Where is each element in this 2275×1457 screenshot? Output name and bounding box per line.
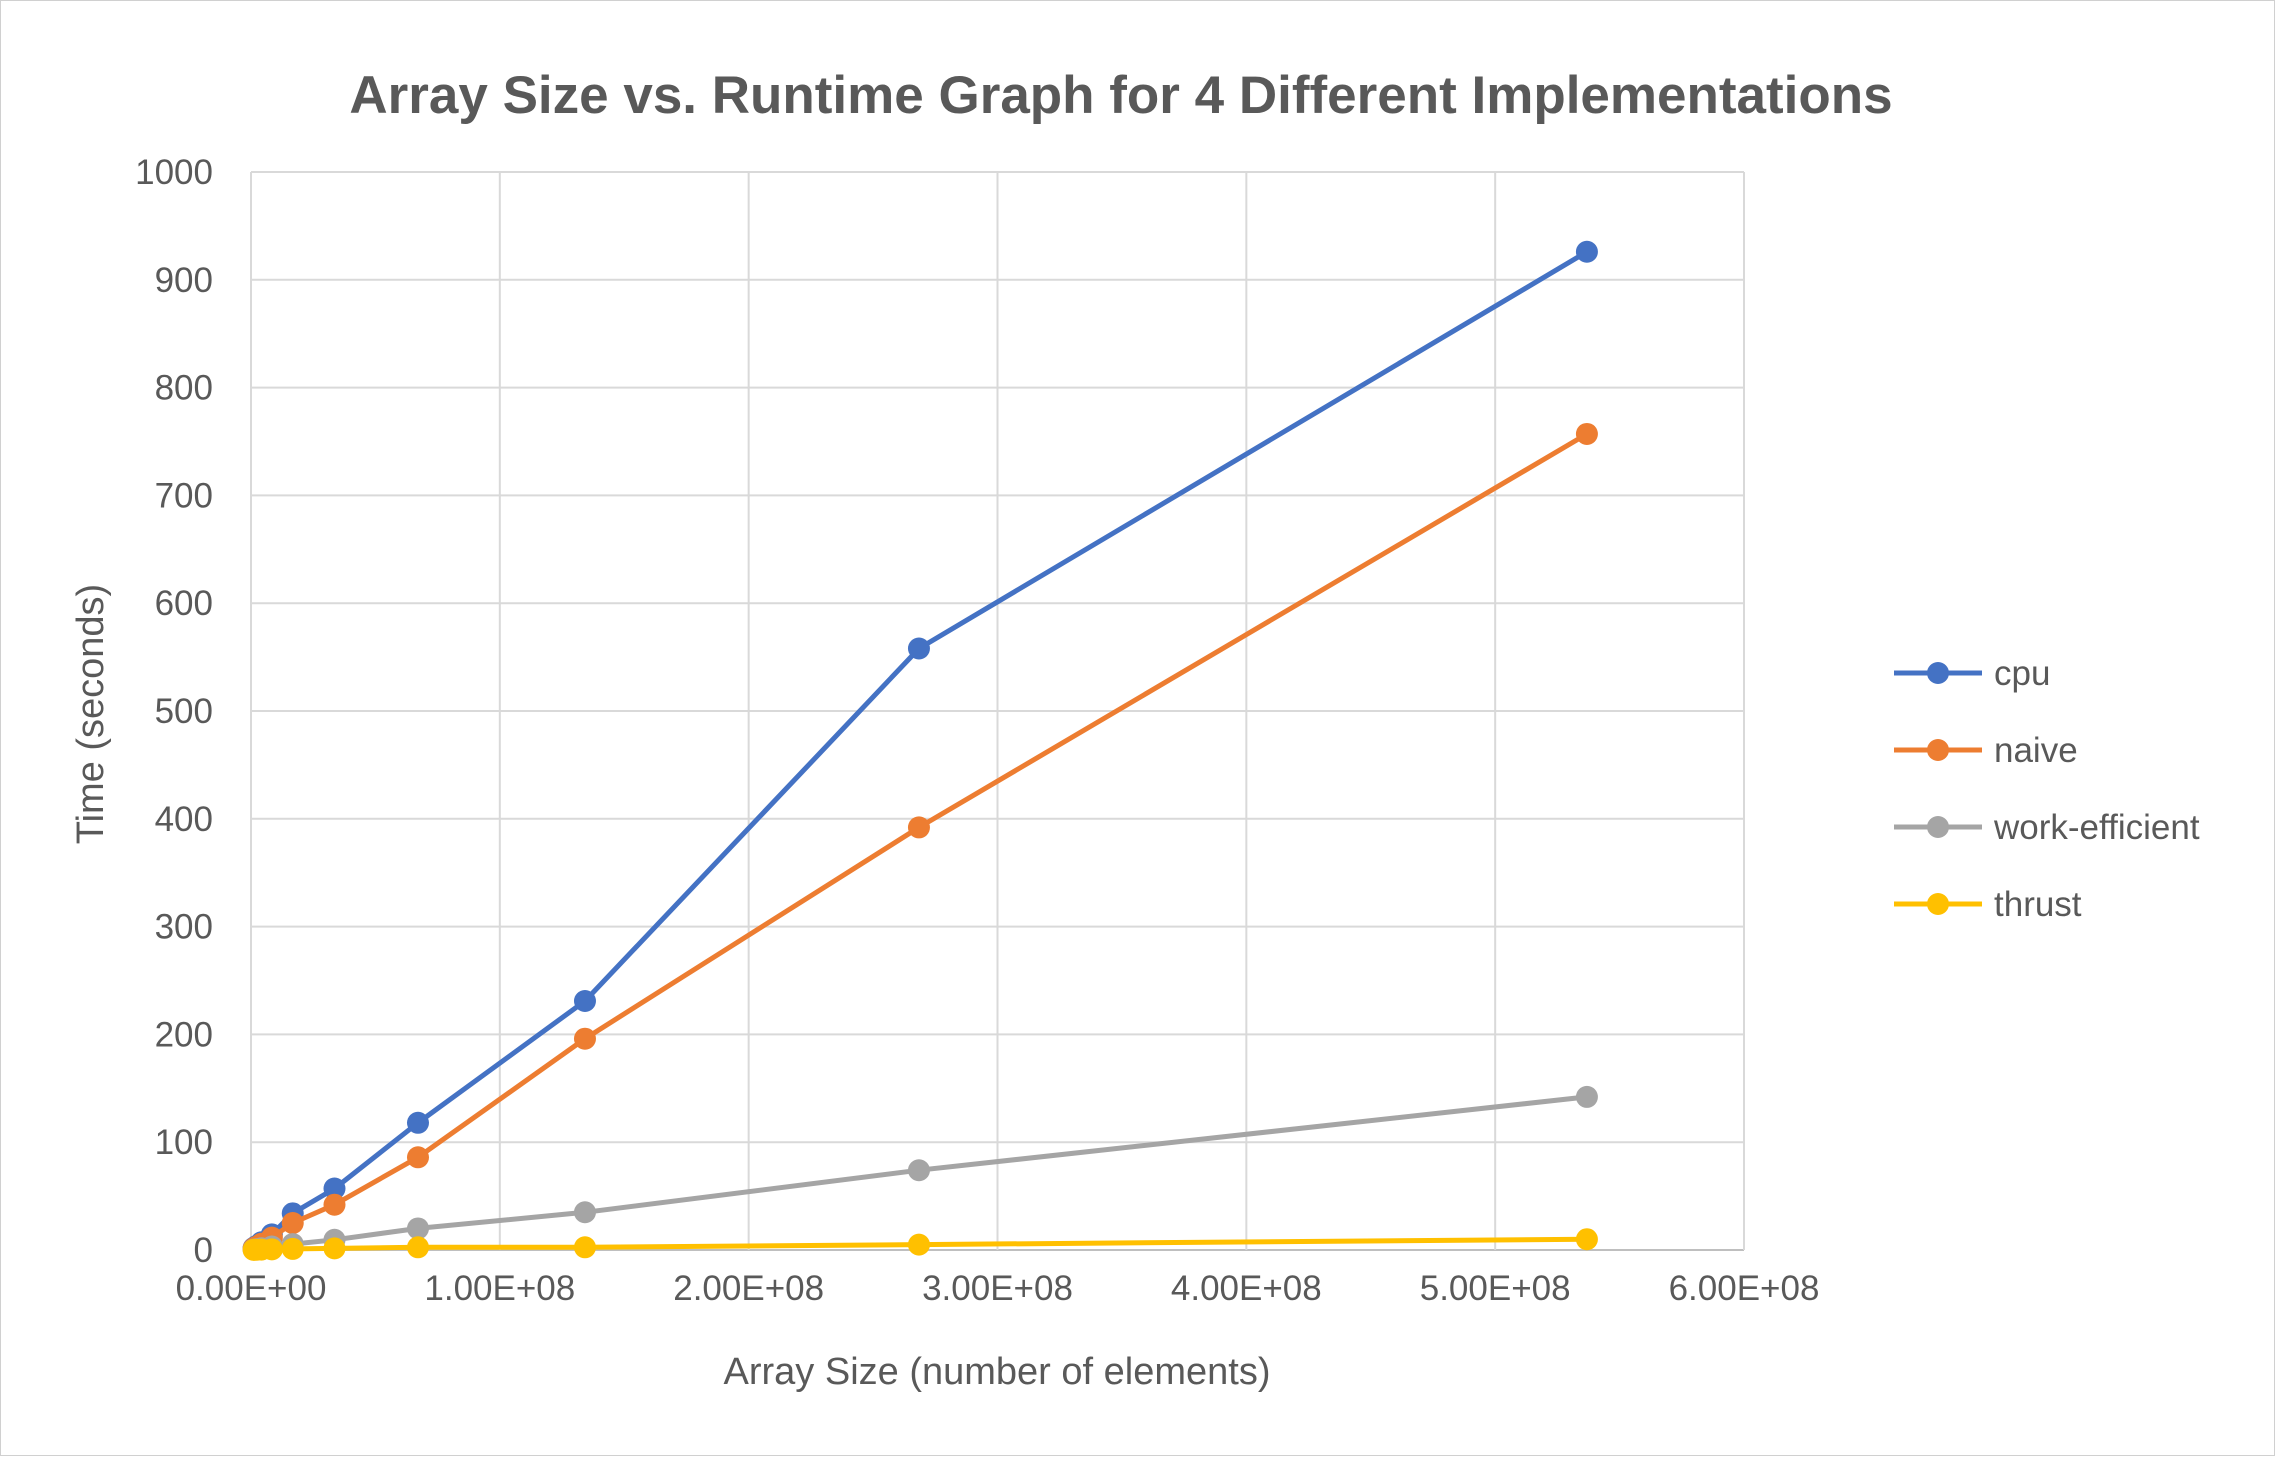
x-tick-label: 3.00E+08: [922, 1269, 1073, 1308]
y-tick-label: 100: [155, 1123, 213, 1162]
chart-title: Array Size vs. Runtime Graph for 4 Diffe…: [349, 66, 1892, 125]
data-point-naive: [281, 1212, 304, 1235]
x-tick-label: 4.00E+08: [1171, 1269, 1322, 1308]
data-point-thrust: [573, 1236, 596, 1259]
legend-item-naive: naive: [1894, 731, 2078, 770]
data-point-work-efficient: [406, 1217, 429, 1240]
legend-label: work-efficient: [1993, 808, 2200, 847]
y-tick-label: 900: [155, 261, 213, 300]
data-point-naive: [573, 1027, 596, 1050]
grid-layer: [250, 171, 1745, 1251]
legend: cpu naive work-efficient thrust: [1894, 654, 2200, 924]
tick-layer: 0 100 200 300 400 500 600 700 800 900 1000 0.00E+00…: [135, 153, 1819, 1308]
legend-marker: [1927, 662, 1949, 684]
legend-label: naive: [1994, 731, 2078, 770]
series-line-naive: [251, 431, 1590, 1251]
y-tick-label: 300: [155, 908, 213, 947]
data-point-work-efficient: [1575, 1085, 1598, 1108]
data-point-cpu: [406, 1111, 429, 1134]
series-naive: [242, 422, 1598, 1260]
data-point-thrust: [323, 1237, 346, 1260]
y-tick-label: 400: [155, 800, 213, 839]
data-point-work-efficient: [573, 1201, 596, 1224]
y-tick-label: 200: [155, 1015, 213, 1054]
series-cpu: [242, 240, 1598, 1260]
x-tick-label: 0.00E+00: [176, 1269, 327, 1308]
series-line-cpu: [251, 249, 1590, 1251]
y-tick-label: 700: [155, 476, 213, 515]
y-tick-label: 500: [155, 692, 213, 731]
series-layer: [242, 240, 1598, 1261]
series-thrust: [242, 1228, 1598, 1261]
data-point-work-efficient: [907, 1159, 930, 1182]
legend-item-work-efficient: work-efficient: [1894, 808, 2200, 847]
data-point-thrust: [1575, 1228, 1598, 1251]
x-axis-title: Array Size (number of elements): [724, 1351, 1271, 1393]
legend-marker: [1927, 816, 1949, 838]
x-tick-label: 2.00E+08: [673, 1269, 824, 1308]
data-point-cpu: [1575, 240, 1598, 263]
x-tick-label: 1.00E+08: [424, 1269, 575, 1308]
data-point-cpu: [323, 1177, 346, 1200]
data-point-naive: [406, 1146, 429, 1169]
data-point-naive: [1575, 422, 1598, 445]
y-tick-label: 800: [155, 369, 213, 408]
x-tick-label: 6.00E+08: [1669, 1269, 1820, 1308]
legend-item-thrust: thrust: [1894, 885, 2082, 924]
legend-label: cpu: [1994, 654, 2050, 693]
data-point-cpu: [573, 989, 596, 1012]
data-point-thrust: [406, 1236, 429, 1259]
y-tick-label: 600: [155, 584, 213, 623]
data-point-thrust: [281, 1237, 304, 1260]
legend-marker: [1927, 739, 1949, 761]
data-point-naive: [323, 1193, 346, 1216]
y-tick-label: 1000: [135, 153, 213, 192]
data-point-thrust: [260, 1238, 283, 1261]
y-tick-label: 0: [194, 1231, 213, 1270]
legend-item-cpu: cpu: [1894, 654, 2050, 693]
data-point-thrust: [907, 1233, 930, 1256]
y-axis-title: Time (seconds): [70, 584, 112, 844]
data-point-cpu: [907, 637, 930, 660]
data-point-naive: [907, 816, 930, 839]
legend-label: thrust: [1994, 885, 2082, 924]
legend-marker: [1927, 893, 1949, 915]
x-tick-label: 5.00E+08: [1420, 1269, 1571, 1308]
